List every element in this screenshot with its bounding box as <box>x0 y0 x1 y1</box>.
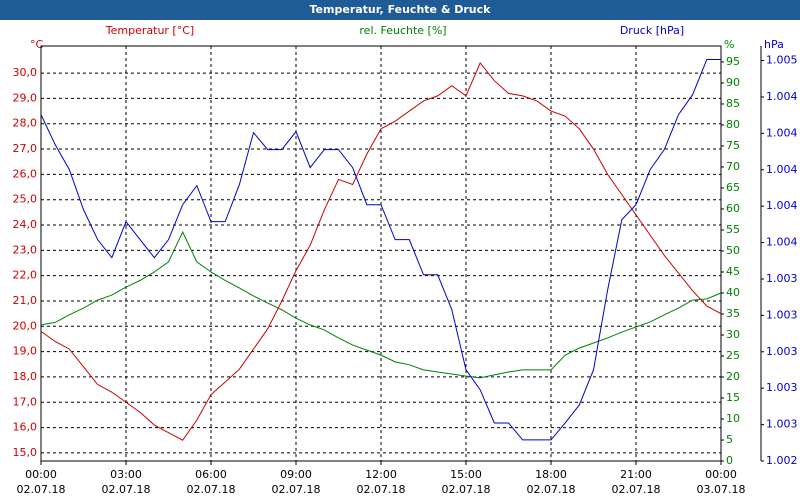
series-line <box>40 62 722 441</box>
y-tick-label: 28,0 <box>13 117 38 130</box>
y-tick-label: 29,0 <box>13 91 38 104</box>
y3-tick-label: 1.003 <box>766 345 798 358</box>
x-tick-label: 18:00 <box>535 468 567 481</box>
y2-tick-label: 20 <box>726 370 740 383</box>
y-tick-label: 20,0 <box>13 319 38 332</box>
x-tick-date: 02.07.18 <box>102 483 151 496</box>
x-tick-label: 00:00 <box>25 468 57 481</box>
y2-tick-label: 40 <box>726 286 740 299</box>
y2-tick-label: 90 <box>726 76 740 89</box>
y-tick-label: 16,0 <box>13 421 38 434</box>
y2-tick-label: 5 <box>726 433 733 446</box>
y-tick-label: 17,0 <box>13 395 38 408</box>
y-tick-label: 27,0 <box>13 142 38 155</box>
x-tick-label: 03:00 <box>110 468 142 481</box>
y-tick-label: 15,0 <box>13 446 38 459</box>
x-tick-date: 02.07.18 <box>357 483 406 496</box>
y2-tick-label: 75 <box>726 139 740 152</box>
y-tick-label: 25,0 <box>13 193 38 206</box>
y-tick-label: 19,0 <box>13 345 38 358</box>
y3-tick-label: 1.003 <box>766 418 798 431</box>
y3-tick-label: 1.004 <box>766 199 798 212</box>
y2-tick-label: 30 <box>726 328 740 341</box>
y2-tick-label: 95 <box>726 55 740 68</box>
y3-tick-label: 1.003 <box>766 272 798 285</box>
y2-tick-label: 15 <box>726 391 740 404</box>
y2-tick-label: 10 <box>726 412 740 425</box>
legend-entry: Druck [hPa] <box>620 24 684 37</box>
y2-tick-label: 80 <box>726 118 740 131</box>
y-tick-label: 30,0 <box>13 66 38 79</box>
x-tick-label: 12:00 <box>365 468 397 481</box>
x-tick-date: 02.07.18 <box>527 483 576 496</box>
chart-title: Temperatur, Feuchte & Druck <box>310 3 492 16</box>
y2-tick-label: 0 <box>726 454 733 467</box>
x-tick-date: 03.07.18 <box>697 483 746 496</box>
y2-tick-label: 50 <box>726 244 740 257</box>
y2-tick-label: 55 <box>726 223 740 236</box>
y3-tick-label: 1.002 <box>766 454 798 467</box>
x-tick-date: 02.07.18 <box>17 483 66 496</box>
y2-tick-label: 65 <box>726 181 740 194</box>
x-tick-label: 00:00 <box>705 468 737 481</box>
y-tick-label: 18,0 <box>13 370 38 383</box>
x-tick-label: 15:00 <box>450 468 482 481</box>
y2-unit: % <box>724 38 734 51</box>
y-tick-label: 22,0 <box>13 269 38 282</box>
y2-tick-label: 70 <box>726 160 740 173</box>
y-tick-label: 24,0 <box>13 218 38 231</box>
x-tick-date: 02.07.18 <box>442 483 491 496</box>
y3-tick-label: 1.004 <box>766 163 798 176</box>
x-tick-label: 09:00 <box>280 468 312 481</box>
x-tick-label: 06:00 <box>195 468 227 481</box>
y3-tick-label: 1.004 <box>766 90 798 103</box>
y3-tick-label: 1.003 <box>766 308 798 321</box>
y3-tick-label: 1.003 <box>766 381 798 394</box>
y2-tick-label: 85 <box>726 97 740 110</box>
x-tick-date: 02.07.18 <box>272 483 321 496</box>
series-line <box>40 230 722 379</box>
y-tick-label: 26,0 <box>13 167 38 180</box>
series-line <box>40 58 721 441</box>
title-bar <box>0 0 800 20</box>
legend-entry: rel. Feuchte [%] <box>359 24 446 37</box>
y2-tick-label: 25 <box>726 349 740 362</box>
y-tick-label: 23,0 <box>13 243 38 256</box>
legend-entry: Temperatur [°C] <box>105 24 194 37</box>
y-tick-label: 21,0 <box>13 294 38 307</box>
y3-unit: hPa <box>764 38 784 51</box>
x-tick-date: 02.07.18 <box>612 483 661 496</box>
y2-tick-label: 45 <box>726 265 740 278</box>
y3-tick-label: 1.004 <box>766 126 798 139</box>
y2-tick-label: 35 <box>726 307 740 320</box>
y3-tick-label: 1.005 <box>766 54 798 67</box>
y2-tick-label: 60 <box>726 202 740 215</box>
x-tick-label: 21:00 <box>620 468 652 481</box>
y-unit: °C <box>30 38 44 51</box>
y3-tick-label: 1.004 <box>766 236 798 249</box>
x-tick-date: 02.07.18 <box>187 483 236 496</box>
